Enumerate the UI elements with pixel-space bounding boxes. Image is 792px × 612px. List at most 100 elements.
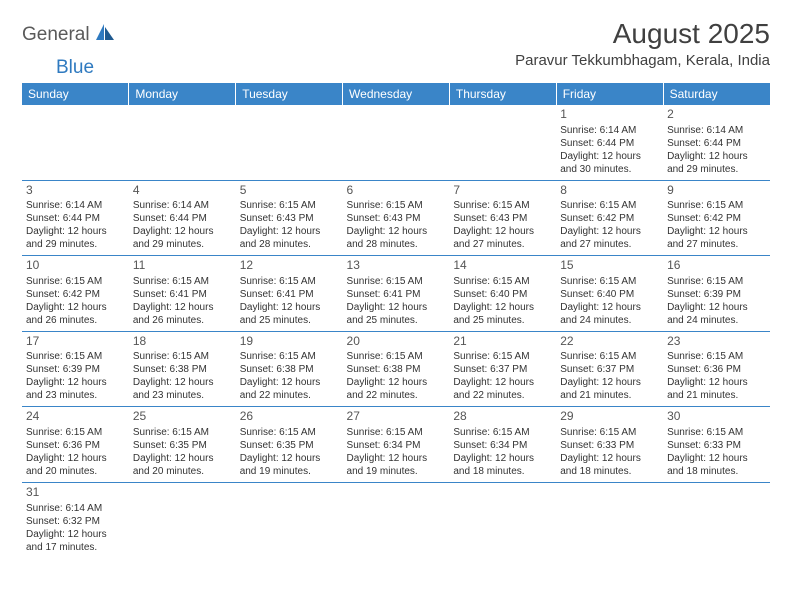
day-number: 25 [133, 409, 232, 425]
sunrise-line: Sunrise: 6:15 AM [453, 275, 552, 288]
calendar-day-cell: 14Sunrise: 6:15 AMSunset: 6:40 PMDayligh… [449, 256, 556, 332]
calendar-day-cell: 16Sunrise: 6:15 AMSunset: 6:39 PMDayligh… [663, 256, 770, 332]
day-number: 31 [26, 485, 125, 501]
sunrise-line: Sunrise: 6:15 AM [347, 275, 446, 288]
daylight-line: Daylight: 12 hours and 28 minutes. [347, 225, 446, 251]
day-header: Monday [129, 83, 236, 105]
logo-text-blue: Blue [56, 57, 94, 78]
daylight-line: Daylight: 12 hours and 22 minutes. [453, 376, 552, 402]
daylight-line: Daylight: 12 hours and 28 minutes. [240, 225, 339, 251]
sunrise-line: Sunrise: 6:14 AM [133, 199, 232, 212]
calendar-day-cell: 5Sunrise: 6:15 AMSunset: 6:43 PMDaylight… [236, 180, 343, 256]
sunrise-line: Sunrise: 6:15 AM [347, 350, 446, 363]
sunset-line: Sunset: 6:33 PM [667, 439, 766, 452]
day-number: 21 [453, 334, 552, 350]
day-number: 15 [560, 258, 659, 274]
calendar-day-cell: 4Sunrise: 6:14 AMSunset: 6:44 PMDaylight… [129, 180, 236, 256]
day-header: Wednesday [343, 83, 450, 105]
sunrise-line: Sunrise: 6:15 AM [453, 350, 552, 363]
sunset-line: Sunset: 6:44 PM [133, 212, 232, 225]
daylight-line: Daylight: 12 hours and 22 minutes. [240, 376, 339, 402]
calendar-day-cell: 3Sunrise: 6:14 AMSunset: 6:44 PMDaylight… [22, 180, 129, 256]
day-number: 4 [133, 183, 232, 199]
calendar-day-cell: 9Sunrise: 6:15 AMSunset: 6:42 PMDaylight… [663, 180, 770, 256]
day-header-row: SundayMondayTuesdayWednesdayThursdayFrid… [22, 83, 770, 105]
sunset-line: Sunset: 6:40 PM [453, 288, 552, 301]
sunset-line: Sunset: 6:37 PM [453, 363, 552, 376]
sunset-line: Sunset: 6:39 PM [667, 288, 766, 301]
day-number: 7 [453, 183, 552, 199]
day-number: 28 [453, 409, 552, 425]
day-number: 10 [26, 258, 125, 274]
sunrise-line: Sunrise: 6:15 AM [560, 426, 659, 439]
sunset-line: Sunset: 6:43 PM [453, 212, 552, 225]
logo: General [22, 22, 118, 47]
calendar-day-cell: 28Sunrise: 6:15 AMSunset: 6:34 PMDayligh… [449, 407, 556, 483]
daylight-line: Daylight: 12 hours and 19 minutes. [347, 452, 446, 478]
sunrise-line: Sunrise: 6:15 AM [240, 275, 339, 288]
sunrise-line: Sunrise: 6:15 AM [560, 350, 659, 363]
sunrise-line: Sunrise: 6:15 AM [667, 275, 766, 288]
sunset-line: Sunset: 6:35 PM [240, 439, 339, 452]
daylight-line: Daylight: 12 hours and 24 minutes. [667, 301, 766, 327]
daylight-line: Daylight: 12 hours and 21 minutes. [667, 376, 766, 402]
sunset-line: Sunset: 6:37 PM [560, 363, 659, 376]
calendar-empty-cell [129, 105, 236, 180]
day-number: 14 [453, 258, 552, 274]
calendar-empty-cell [22, 105, 129, 180]
day-number: 13 [347, 258, 446, 274]
sunrise-line: Sunrise: 6:15 AM [133, 275, 232, 288]
sail-icon [94, 22, 116, 47]
sunrise-line: Sunrise: 6:14 AM [667, 124, 766, 137]
sunset-line: Sunset: 6:36 PM [26, 439, 125, 452]
calendar-empty-cell [663, 482, 770, 557]
day-number: 23 [667, 334, 766, 350]
sunrise-line: Sunrise: 6:14 AM [26, 502, 125, 515]
calendar-day-cell: 2Sunrise: 6:14 AMSunset: 6:44 PMDaylight… [663, 105, 770, 180]
sunrise-line: Sunrise: 6:15 AM [240, 426, 339, 439]
calendar-week-row: 3Sunrise: 6:14 AMSunset: 6:44 PMDaylight… [22, 180, 770, 256]
sunset-line: Sunset: 6:44 PM [667, 137, 766, 150]
day-header: Saturday [663, 83, 770, 105]
daylight-line: Daylight: 12 hours and 25 minutes. [347, 301, 446, 327]
daylight-line: Daylight: 12 hours and 20 minutes. [133, 452, 232, 478]
day-number: 8 [560, 183, 659, 199]
daylight-line: Daylight: 12 hours and 18 minutes. [453, 452, 552, 478]
sunrise-line: Sunrise: 6:15 AM [240, 199, 339, 212]
calendar-week-row: 17Sunrise: 6:15 AMSunset: 6:39 PMDayligh… [22, 331, 770, 407]
sunrise-line: Sunrise: 6:15 AM [133, 350, 232, 363]
sunset-line: Sunset: 6:44 PM [26, 212, 125, 225]
sunset-line: Sunset: 6:39 PM [26, 363, 125, 376]
calendar-day-cell: 21Sunrise: 6:15 AMSunset: 6:37 PMDayligh… [449, 331, 556, 407]
daylight-line: Daylight: 12 hours and 25 minutes. [240, 301, 339, 327]
day-header: Thursday [449, 83, 556, 105]
daylight-line: Daylight: 12 hours and 29 minutes. [26, 225, 125, 251]
sunrise-line: Sunrise: 6:15 AM [26, 275, 125, 288]
calendar-week-row: 1Sunrise: 6:14 AMSunset: 6:44 PMDaylight… [22, 105, 770, 180]
calendar-empty-cell [129, 482, 236, 557]
calendar-day-cell: 11Sunrise: 6:15 AMSunset: 6:41 PMDayligh… [129, 256, 236, 332]
sunset-line: Sunset: 6:38 PM [133, 363, 232, 376]
sunrise-line: Sunrise: 6:15 AM [347, 199, 446, 212]
daylight-line: Daylight: 12 hours and 21 minutes. [560, 376, 659, 402]
day-header: Tuesday [236, 83, 343, 105]
sunset-line: Sunset: 6:34 PM [453, 439, 552, 452]
calendar-day-cell: 26Sunrise: 6:15 AMSunset: 6:35 PMDayligh… [236, 407, 343, 483]
day-number: 6 [347, 183, 446, 199]
daylight-line: Daylight: 12 hours and 18 minutes. [560, 452, 659, 478]
day-number: 24 [26, 409, 125, 425]
calendar-day-cell: 15Sunrise: 6:15 AMSunset: 6:40 PMDayligh… [556, 256, 663, 332]
sunrise-line: Sunrise: 6:15 AM [667, 199, 766, 212]
daylight-line: Daylight: 12 hours and 27 minutes. [560, 225, 659, 251]
calendar-empty-cell [343, 105, 450, 180]
sunrise-line: Sunrise: 6:15 AM [453, 199, 552, 212]
sunset-line: Sunset: 6:34 PM [347, 439, 446, 452]
day-number: 26 [240, 409, 339, 425]
daylight-line: Daylight: 12 hours and 23 minutes. [133, 376, 232, 402]
day-number: 16 [667, 258, 766, 274]
calendar-day-cell: 6Sunrise: 6:15 AMSunset: 6:43 PMDaylight… [343, 180, 450, 256]
sunset-line: Sunset: 6:40 PM [560, 288, 659, 301]
sunset-line: Sunset: 6:36 PM [667, 363, 766, 376]
calendar-day-cell: 23Sunrise: 6:15 AMSunset: 6:36 PMDayligh… [663, 331, 770, 407]
sunset-line: Sunset: 6:43 PM [240, 212, 339, 225]
